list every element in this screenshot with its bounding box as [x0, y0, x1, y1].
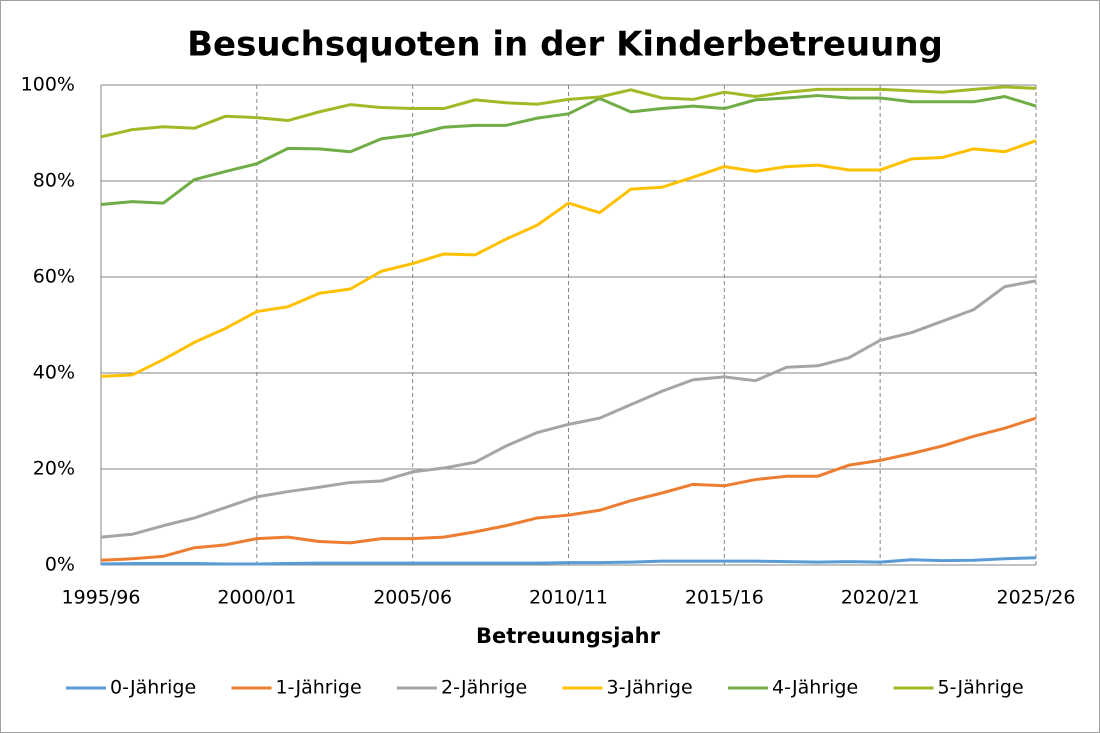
chart-title: Besuchsquoten in der Kinderbetreuung	[187, 25, 943, 65]
y-tick-label: 80%	[33, 170, 75, 192]
legend-label: 2-Jährige	[441, 677, 527, 699]
series-line	[100, 139, 1037, 378]
series-line	[100, 556, 1037, 566]
x-axis-title: Betreuungsjahr	[476, 624, 661, 648]
x-tick-label: 2000/01	[217, 587, 296, 609]
series-line	[100, 416, 1037, 562]
legend-label: 4-Jährige	[772, 677, 858, 699]
series-line	[100, 94, 1037, 207]
y-tick-label: 60%	[33, 266, 75, 288]
legend-label: 5-Jährige	[938, 677, 1024, 699]
legend-label: 1-Jährige	[276, 677, 362, 699]
x-tick-label: 2010/11	[529, 587, 608, 609]
y-tick-label: 20%	[33, 458, 75, 480]
x-tick-label: 2025/26	[997, 587, 1076, 609]
x-tick-label: 2015/16	[685, 587, 764, 609]
x-tick-label: 2005/06	[373, 587, 452, 609]
legend-label: 0-Jährige	[110, 677, 196, 699]
y-tick-label: 100%	[21, 74, 75, 96]
x-tick-label: 1995/96	[62, 587, 141, 609]
legend-label: 3-Jährige	[607, 677, 693, 699]
x-tick-label: 2020/21	[841, 587, 920, 609]
series-line	[100, 85, 1037, 139]
y-tick-label: 40%	[33, 362, 75, 384]
y-tick-label: 0%	[45, 554, 75, 576]
series-line	[100, 279, 1037, 539]
